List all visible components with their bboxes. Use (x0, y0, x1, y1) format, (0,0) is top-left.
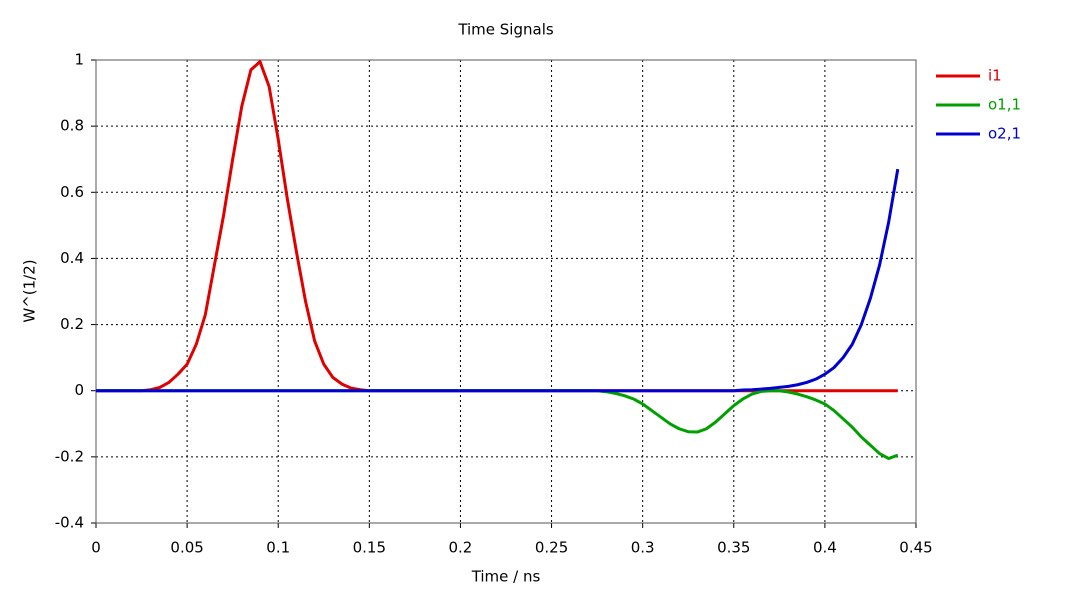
x-tick-label: 0.1 (266, 539, 290, 557)
y-tick-label: -0.2 (55, 447, 84, 465)
plot-frame (95, 59, 917, 524)
x-tick-label: 0.05 (170, 539, 203, 557)
legend-label: o2,1 (988, 125, 1021, 143)
x-tick-label: 0.2 (449, 539, 473, 557)
series-line (96, 168, 900, 393)
y-tick-label: 0 (74, 381, 84, 399)
x-tick-label: 0.35 (717, 539, 750, 557)
legend-label: o1,1 (988, 96, 1021, 114)
chart-title: Time Signals (457, 21, 554, 39)
y-tick-label: -0.4 (55, 514, 84, 532)
x-tick-label: 0 (91, 539, 101, 557)
y-tick-label: 1 (74, 51, 84, 69)
y-tick-label: 0.4 (60, 249, 84, 267)
y-tick-label: 0.2 (60, 315, 84, 333)
x-tick-label: 0.4 (813, 539, 837, 557)
y-axis-label: W^(1/2) (21, 259, 39, 322)
y-tick-label: 0.6 (60, 183, 84, 201)
x-axis-label: Time / ns (471, 568, 541, 586)
x-tick-label: 0.25 (535, 539, 568, 557)
x-tick-label: 0.15 (353, 539, 386, 557)
legend-label: i1 (988, 67, 1002, 85)
x-tick-label: 0.3 (631, 539, 655, 557)
y-tick-label: 0.8 (60, 117, 84, 135)
x-tick-label: 0.45 (899, 539, 932, 557)
